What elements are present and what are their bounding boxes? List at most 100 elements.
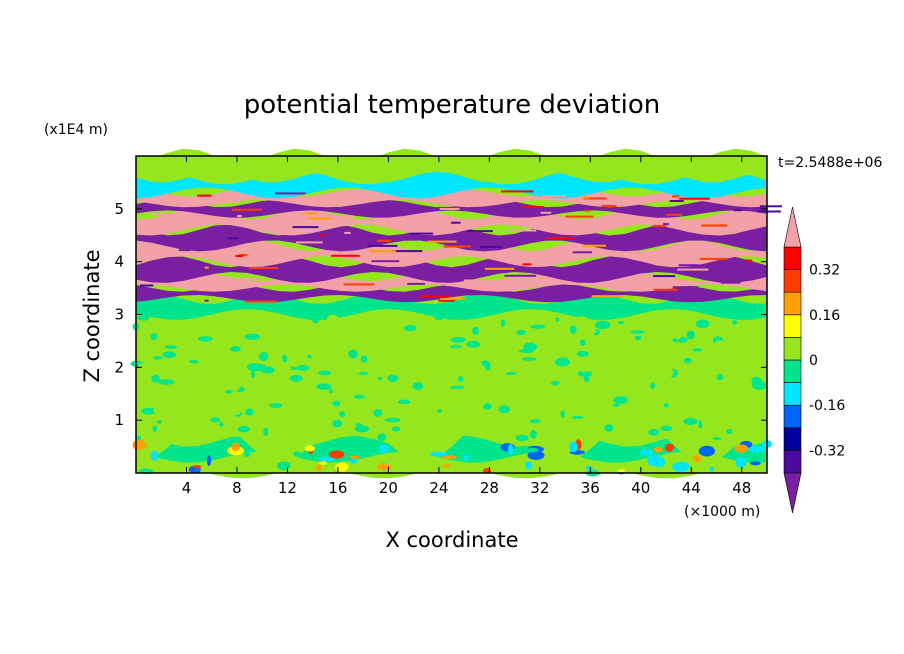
contour-speckle [189,429,195,434]
contour-speckle [328,389,333,394]
contour-speckle [683,417,698,426]
contour-speckle [153,406,167,415]
contour-speckle [595,395,605,400]
contour-streak [369,250,396,253]
contour-speckle [525,461,533,470]
contour-speckle [145,341,159,351]
contour-speckle [318,456,334,462]
contour-speckle [269,403,283,408]
contour-streak [410,232,434,235]
contour-speckle [328,450,345,459]
colorbar-segment [783,427,802,451]
contour-streak [239,254,248,257]
contour-speckle [391,426,401,432]
contour-speckle [532,374,542,381]
contour-streak [666,213,682,216]
contour-speckle [419,330,431,337]
colorbar-extend-min [783,472,802,514]
contour-streak [546,236,574,239]
colorbar-segment [783,450,802,474]
contour-speckle [384,417,401,423]
contour-streak [427,240,457,243]
contour-streak [583,197,607,200]
contour-speckle [683,357,693,364]
contour-streak [504,274,537,277]
contour-streak [245,300,277,303]
contour-streak [508,229,537,232]
contour-streak [440,298,466,301]
contour-speckle [358,371,370,375]
contour-speckle [166,408,183,413]
contour-streak [204,266,209,269]
contour-speckle [712,436,722,441]
contour-streak [591,295,623,298]
contour-streak [480,246,502,248]
contour-speckle [192,465,202,469]
contour-streak [443,245,471,248]
contour-speckle [442,324,457,329]
contour-speckle [433,381,446,389]
contour-speckle [350,458,358,464]
contour-streak [720,281,741,284]
contour-speckle [645,364,652,370]
contour-streak [419,295,450,298]
contour-streak [139,284,154,287]
contour-speckle [714,340,724,349]
contour-speckle [672,461,690,472]
contour-speckle [547,412,563,420]
chart-title: potential temperature deviation [244,90,660,120]
contour-speckle [476,386,486,393]
contour-speckle [516,329,526,335]
contour-streak [451,221,461,224]
contour-speckle [525,404,534,411]
contour-speckle [156,420,162,424]
contour-speckle [658,368,674,377]
contour-speckle [251,363,266,371]
contour-speckle [231,406,241,416]
contour-streak [344,231,351,234]
contour-streak [678,264,699,267]
contour-speckle [716,373,724,381]
contour-speckle [138,363,146,367]
contour-speckle [675,333,682,340]
contour-speckle [398,354,408,360]
colorbar-segment [783,382,802,406]
contour-speckle [348,411,354,416]
contour-speckle [676,355,685,363]
contour-speckle [454,362,467,366]
contour-speckle [373,409,383,417]
x-tick-label: 48 [732,479,751,497]
contour-speckle [530,430,537,439]
contour-streak [582,196,589,199]
contour-streak [407,282,425,285]
contour-speckle [500,319,506,327]
contour-speckle [515,434,529,442]
contour-streak [420,214,440,217]
contour-speckle [612,403,620,407]
contour-streak [231,208,262,211]
contour-streak [731,241,762,244]
contour-speckle [289,374,303,382]
contour-speckle [349,455,360,459]
contour-speckle [560,410,565,418]
contour-speckle [158,379,174,385]
contour-streak [699,257,728,260]
contour-speckle [505,372,517,376]
contour-streak [321,215,354,218]
contour-speckle [432,394,443,398]
contour-streak [292,226,319,229]
contour-speckle [450,336,466,343]
contour-speckle [250,370,255,379]
contour-speckle [282,354,288,363]
contour-speckle [664,431,679,438]
contour-streak [213,200,239,203]
contour-speckle [297,364,310,371]
contour-speckle [743,367,751,373]
contour-speckle [163,404,174,408]
contour-speckle [508,444,514,455]
contour-speckle [457,376,464,383]
contour-speckle [152,425,157,432]
contour-speckle [397,329,411,338]
contour-speckle [640,314,652,323]
colorbar-segment [783,359,802,383]
